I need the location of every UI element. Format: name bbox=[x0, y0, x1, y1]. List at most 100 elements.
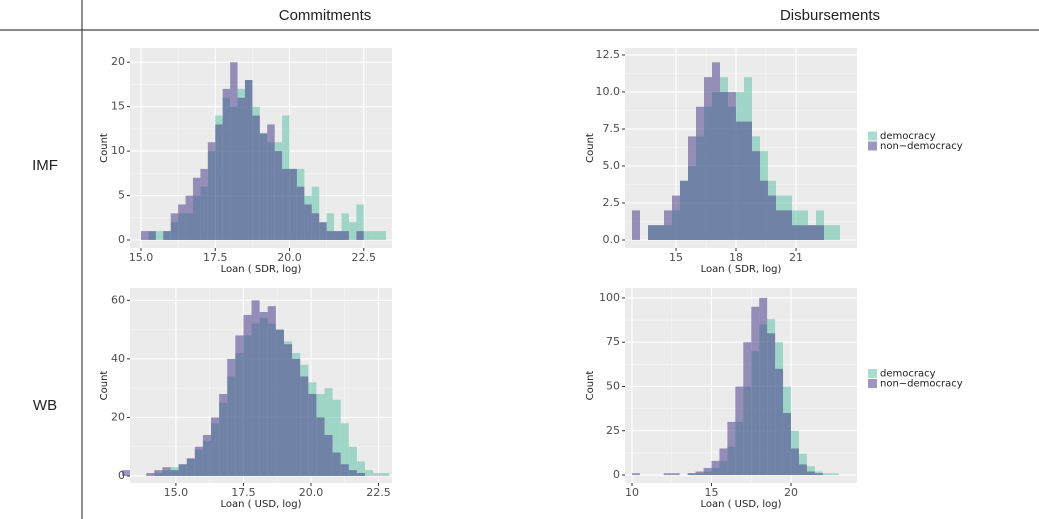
histogram-bar bbox=[704, 77, 712, 241]
histogram-bar bbox=[719, 448, 728, 476]
histogram-bar bbox=[326, 231, 335, 240]
histogram-bar bbox=[671, 473, 680, 476]
histogram-bar bbox=[324, 388, 333, 476]
histogram-bar bbox=[186, 458, 195, 476]
x-tick-label: 10 bbox=[625, 486, 639, 499]
histogram-bar bbox=[252, 115, 260, 240]
histogram-bar bbox=[222, 88, 231, 240]
histogram-bar bbox=[832, 225, 840, 241]
histogram-bar bbox=[267, 306, 276, 476]
y-tick-label: 0.0 bbox=[603, 233, 621, 246]
histogram-bar bbox=[185, 195, 193, 240]
histogram-bar bbox=[235, 335, 244, 476]
histogram-bar bbox=[304, 204, 312, 240]
histogram-bar bbox=[154, 470, 163, 476]
histogram-bar bbox=[664, 210, 672, 241]
histogram-bar bbox=[656, 225, 664, 241]
histogram-bar bbox=[192, 177, 201, 240]
histogram-bar bbox=[752, 151, 760, 241]
histogram-bar bbox=[822, 473, 831, 476]
row-header: IMF bbox=[32, 157, 58, 174]
histogram-bar bbox=[155, 231, 164, 240]
histogram-bar bbox=[300, 376, 309, 476]
histogram-bar bbox=[381, 473, 390, 476]
histogram-bar bbox=[162, 467, 171, 476]
legend-swatch bbox=[868, 141, 877, 151]
y-tick-label: 0 bbox=[118, 233, 125, 246]
histogram-bar bbox=[146, 473, 155, 476]
histogram-bar bbox=[816, 225, 824, 241]
y-tick-label: 7.5 bbox=[603, 122, 621, 135]
histogram-bar bbox=[373, 473, 382, 476]
histogram-bar bbox=[648, 225, 656, 241]
column-header: Commitments bbox=[279, 7, 372, 24]
histogram-bar bbox=[378, 231, 387, 240]
row-header: WB bbox=[33, 397, 57, 414]
histogram-bar bbox=[259, 133, 268, 240]
histogram-bar bbox=[170, 470, 179, 476]
y-tick-label: 20 bbox=[111, 55, 125, 68]
histogram-bar bbox=[791, 448, 799, 476]
histogram-bar bbox=[316, 417, 325, 476]
histogram-bar bbox=[243, 314, 252, 476]
histogram-bar bbox=[760, 180, 768, 241]
histogram-bar bbox=[759, 297, 768, 476]
x-tick-label: 20.0 bbox=[299, 486, 324, 499]
histogram-bar bbox=[696, 106, 704, 241]
y-axis-label: Count bbox=[99, 133, 110, 163]
histogram-bar bbox=[267, 124, 275, 240]
histogram-bar bbox=[768, 195, 776, 241]
histogram-bar bbox=[711, 460, 720, 476]
histogram-bar bbox=[340, 464, 349, 476]
histogram-bar bbox=[289, 168, 297, 240]
histogram-bar bbox=[720, 91, 728, 241]
histogram-bar bbox=[371, 231, 379, 240]
histogram-bar bbox=[219, 393, 228, 476]
histogram-bar bbox=[274, 151, 283, 240]
histogram-bar bbox=[296, 186, 305, 240]
x-tick-label: 20 bbox=[784, 486, 798, 499]
x-tick-label: 20.0 bbox=[277, 251, 302, 264]
y-tick-label: 75 bbox=[606, 335, 620, 348]
histogram-bar bbox=[211, 417, 220, 476]
y-tick-label: 2.5 bbox=[603, 196, 621, 209]
histogram-bar bbox=[237, 97, 245, 241]
x-axis-label: Loan ( SDR, log) bbox=[701, 264, 782, 275]
y-tick-label: 12.5 bbox=[596, 48, 621, 61]
legend-swatch bbox=[868, 131, 877, 141]
x-tick-label: 21 bbox=[789, 251, 803, 264]
histogram-bar bbox=[356, 204, 364, 240]
histogram-bar bbox=[334, 231, 342, 240]
histogram-bar bbox=[230, 62, 238, 240]
histogram-bar bbox=[251, 300, 260, 476]
histogram-bar bbox=[202, 434, 212, 476]
histogram-bar bbox=[194, 446, 203, 476]
y-tick-label: 10 bbox=[111, 144, 125, 157]
histogram-bar bbox=[244, 80, 253, 240]
histogram-bar bbox=[672, 195, 680, 241]
histogram-bar bbox=[356, 461, 365, 476]
histogram-bar bbox=[121, 470, 130, 476]
histogram-bar bbox=[200, 168, 208, 240]
histogram-bar bbox=[332, 399, 341, 476]
histogram-bar bbox=[319, 222, 327, 240]
histogram-bar bbox=[830, 473, 839, 476]
column-header: Disbursements bbox=[780, 7, 880, 24]
histogram-bar bbox=[292, 358, 301, 476]
x-tick-label: 22.5 bbox=[352, 251, 377, 264]
histogram-bar bbox=[800, 225, 808, 241]
histogram-bar bbox=[178, 204, 186, 240]
histogram-bar bbox=[631, 473, 640, 476]
histogram-bar bbox=[680, 180, 688, 241]
histogram-bar bbox=[727, 421, 736, 476]
y-axis-label: Count bbox=[585, 371, 596, 401]
legend-swatch bbox=[868, 379, 877, 388]
legend-label: democracy bbox=[880, 369, 936, 380]
histogram-bar bbox=[814, 473, 823, 476]
y-tick-label: 5 bbox=[118, 189, 125, 202]
histogram-bar bbox=[207, 142, 216, 240]
histogram-bar bbox=[140, 231, 149, 240]
histogram-bar bbox=[275, 329, 284, 476]
histogram-bar bbox=[798, 464, 807, 476]
histogram-bar bbox=[341, 231, 349, 240]
